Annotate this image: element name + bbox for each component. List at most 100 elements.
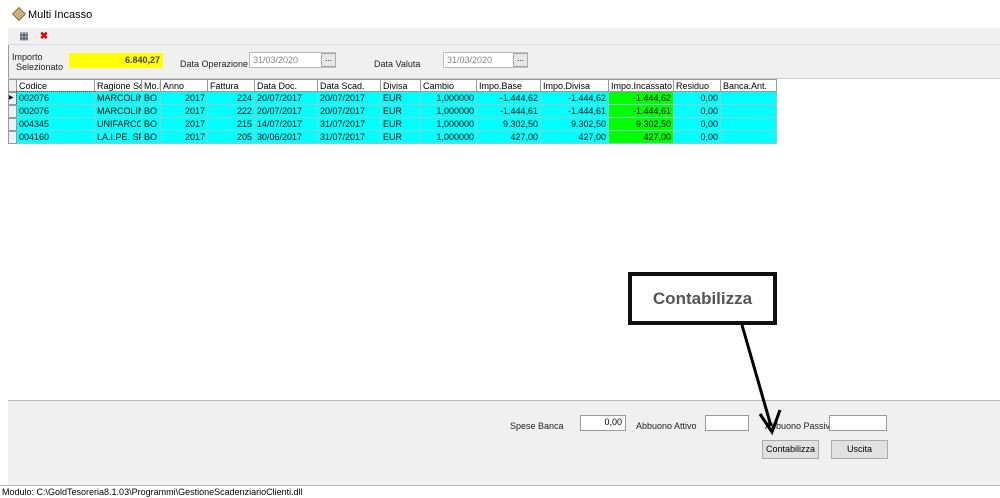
grid-cell[interactable]: 1,000000 (421, 118, 477, 131)
column-header[interactable]: Banca.Ant. (721, 79, 777, 92)
grid-cell[interactable]: BO (142, 92, 161, 105)
grid-cell[interactable]: 427,00 (477, 131, 541, 144)
column-header[interactable]: Impo.Base (477, 79, 541, 92)
grid-cell[interactable]: 14/07/2017 (255, 118, 318, 131)
status-bar: Modulo: C:\GoldTesoreria8.1.03\Programmi… (0, 485, 1000, 497)
grid-cell[interactable]: -1.444,61 (477, 105, 541, 118)
grid-cell[interactable]: BO (142, 131, 161, 144)
grid-cell[interactable]: 1,000000 (421, 131, 477, 144)
grid-cell[interactable]: 31/07/2017 (318, 131, 381, 144)
grid-cell[interactable]: 002076 (16, 91, 96, 106)
row-selector[interactable]: ▶ (8, 92, 17, 105)
row-selector[interactable] (8, 118, 17, 131)
grid-cell[interactable]: -1.444,61 (609, 105, 674, 118)
data-operazione-label: Data Operazione (180, 59, 249, 69)
grid-cell[interactable]: 2017 (161, 92, 208, 105)
column-header[interactable]: Ragione Sc (95, 79, 142, 92)
column-header[interactable]: Residuo (674, 79, 721, 92)
importo-label-2: Selezionato (16, 62, 64, 72)
grid-cell[interactable]: 427,00 (541, 131, 609, 144)
spese-banca-input[interactable]: 0,00 (580, 415, 626, 431)
grid-cell[interactable]: BO (142, 118, 161, 131)
app-icon (11, 6, 27, 22)
contabilizza-button[interactable]: Contabilizza (762, 440, 819, 459)
bottom-panel: Spese Banca 0,00 Abbuono Attivo Abbuono … (8, 400, 1000, 485)
importo-selezionato-value: 6.840,27 (69, 53, 163, 68)
data-operazione-picker-button[interactable]: ... (321, 53, 336, 67)
grid-cell[interactable]: MARCOLIN (95, 92, 142, 105)
row-selector[interactable] (8, 131, 17, 144)
importo-label: Importo (12, 52, 43, 62)
grid-cell[interactable]: 20/07/2017 (318, 92, 381, 105)
grid-cell[interactable]: 9.302,50 (477, 118, 541, 131)
grid-cell[interactable]: 0,00 (674, 105, 721, 118)
title-bar (8, 0, 1000, 28)
grid-cell[interactable] (721, 118, 777, 131)
grid-cell[interactable]: UNIFARCO (95, 118, 142, 131)
grid-cell[interactable]: 9.302,50 (609, 118, 674, 131)
grid-cell[interactable]: 2017 (161, 105, 208, 118)
grid-cell[interactable]: EUR (381, 105, 421, 118)
grid-cell[interactable]: 224 (208, 92, 255, 105)
grid-cell[interactable]: 004345 (17, 118, 95, 131)
grid-cell[interactable]: 2017 (161, 131, 208, 144)
abbuono-passivo-label: Abbuono Passivo (765, 421, 836, 431)
grid-cell[interactable]: 31/07/2017 (318, 118, 381, 131)
column-header[interactable]: Mo.I. (142, 79, 161, 92)
spese-banca-label: Spese Banca (510, 421, 564, 431)
grid-cell[interactable]: 0,00 (674, 92, 721, 105)
grid-cell[interactable]: 0,00 (674, 118, 721, 131)
grid-cell[interactable]: LA.I.PE. SP. (95, 131, 142, 144)
data-valuta-label: Data Valuta (374, 59, 421, 69)
grid-cell[interactable]: 9.302,50 (541, 118, 609, 131)
column-header[interactable]: Cambio (421, 79, 477, 92)
grid-cell[interactable]: 222 (208, 105, 255, 118)
properties-icon[interactable]: ▦ (19, 31, 29, 42)
grid-cell[interactable]: 004160 (17, 131, 95, 144)
column-header[interactable]: Impo.Divisa (541, 79, 609, 92)
data-valuta-picker-button[interactable]: ... (513, 53, 528, 67)
abbuono-passivo-input[interactable] (829, 415, 887, 431)
grid-cell[interactable]: -1.444,62 (541, 92, 609, 105)
grid-cell[interactable]: 002076 (17, 105, 95, 118)
column-header[interactable]: Data Scad. (318, 79, 381, 92)
column-header[interactable]: Anno (161, 79, 208, 92)
grid-cell[interactable]: 205 (208, 131, 255, 144)
column-header[interactable]: Fattura (208, 79, 255, 92)
grid-cell[interactable]: 20/07/2017 (318, 105, 381, 118)
grid-cell[interactable]: 1,000000 (421, 92, 477, 105)
annotation-callout: Contabilizza (628, 272, 777, 325)
column-header[interactable]: Codice (17, 79, 95, 92)
column-header[interactable]: Impo.Incassato (609, 79, 674, 92)
column-header[interactable]: Divisa (381, 79, 421, 92)
close-red-x-icon[interactable]: ✖ (39, 31, 49, 42)
grid-cell[interactable]: 30/06/2017 (255, 131, 318, 144)
grid-cell[interactable]: EUR (381, 131, 421, 144)
uscita-button[interactable]: Uscita (831, 440, 888, 459)
grid-cell[interactable]: 2017 (161, 118, 208, 131)
grid-cell[interactable]: BO (142, 105, 161, 118)
toolbar (8, 28, 1000, 45)
grid-cell[interactable]: 20/07/2017 (255, 105, 318, 118)
column-header[interactable]: Data Doc. (255, 79, 318, 92)
grid-cell[interactable]: 20/07/2017 (255, 92, 318, 105)
grid-cell[interactable] (721, 105, 777, 118)
grid-cell[interactable]: -1.444,62 (609, 92, 674, 105)
window-title: Multi Incasso (28, 9, 93, 21)
grid-cell[interactable]: EUR (381, 118, 421, 131)
grid-cell[interactable]: -1.444,62 (477, 92, 541, 105)
grid-cell[interactable] (721, 92, 777, 105)
grid-cell[interactable] (721, 131, 777, 144)
grid-cell[interactable]: 215 (208, 118, 255, 131)
abbuono-attivo-input[interactable] (705, 415, 749, 431)
row-selector[interactable] (8, 105, 17, 118)
grid-cell[interactable]: EUR (381, 92, 421, 105)
grid-cell[interactable]: 427,00 (609, 131, 674, 144)
grid-cell[interactable]: 1,000000 (421, 105, 477, 118)
grid-cell[interactable]: MARCOLIN (95, 105, 142, 118)
grid-corner (8, 79, 17, 92)
data-valuta-value: 31/03/2020 (447, 55, 493, 65)
grid-cell[interactable]: -1.444,61 (541, 105, 609, 118)
grid-cell[interactable]: 0,00 (674, 131, 721, 144)
